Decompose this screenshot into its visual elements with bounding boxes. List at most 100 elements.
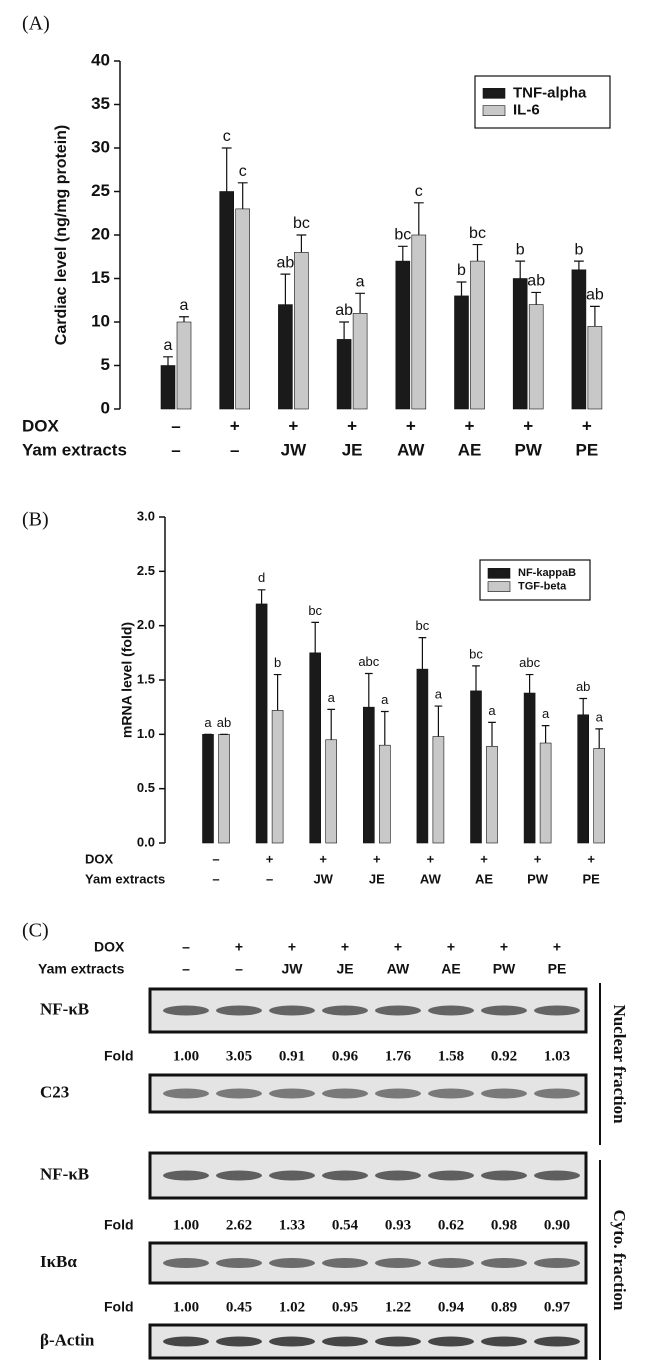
blot-band [163, 1005, 209, 1016]
significance-letter: a [356, 274, 365, 291]
y-tick-label: 15 [91, 268, 110, 287]
fold-label: Fold [104, 1217, 134, 1233]
x-tick-label: + [373, 851, 381, 866]
bar [278, 304, 293, 410]
fold-value: 0.98 [491, 1217, 517, 1233]
blot-band [163, 1336, 209, 1347]
fold-label: Fold [104, 1048, 134, 1064]
error-bar [179, 316, 189, 322]
section-label: Nuclear fraction [610, 1004, 629, 1124]
x-tick-label: + [347, 416, 357, 435]
significance-letter: abc [358, 654, 379, 669]
y-axis-label: mRNA level (fold) [119, 622, 135, 738]
significance-letter: bc [416, 618, 430, 633]
bar [219, 191, 234, 410]
x-tick-label: + [465, 416, 475, 435]
bar [470, 690, 482, 844]
panel-label: (B) [22, 509, 49, 531]
lane-label: + [553, 939, 561, 955]
x-tick-label: + [534, 851, 542, 866]
legend-swatch [482, 105, 506, 116]
fold-label: Fold [104, 1299, 134, 1315]
blot-band [163, 1088, 209, 1099]
lane-label: – [235, 961, 243, 977]
bar [470, 260, 485, 410]
x-tick-label: JW [281, 440, 307, 459]
significance-letter: b [274, 655, 281, 670]
legend-label: IL-6 [513, 102, 540, 119]
row-label: DOX [94, 939, 125, 955]
blot-band [322, 1258, 368, 1268]
blot-band [534, 1088, 580, 1099]
legend-label: TGF-beta [518, 581, 567, 593]
bar [160, 365, 176, 410]
blot-band [375, 1336, 421, 1347]
bar [432, 736, 445, 844]
fold-value: 0.45 [226, 1299, 252, 1315]
bar [512, 278, 528, 410]
legend-swatch [487, 568, 511, 579]
error-bar [590, 305, 600, 327]
x-tick-label: – [171, 416, 180, 435]
x-tick-label: + [288, 416, 298, 435]
x-tick-label: + [266, 851, 274, 866]
fold-value: 1.00 [173, 1217, 199, 1233]
bar [309, 652, 322, 844]
error-bar [339, 321, 349, 340]
x-tick-label: + [319, 851, 327, 866]
y-tick-label: 1.5 [137, 671, 155, 686]
blot-band [375, 1258, 421, 1268]
y-tick-label: 20 [91, 224, 110, 243]
x-tick-label: + [230, 416, 240, 435]
bar [523, 692, 536, 844]
blot-band [322, 1336, 368, 1347]
significance-letter: ab [335, 302, 353, 319]
significance-letter: a [180, 297, 189, 314]
significance-letter: c [415, 183, 423, 200]
significance-letter: ab [527, 273, 545, 290]
error-bar [515, 260, 526, 279]
error-bar [237, 182, 248, 209]
fold-value: 1.22 [385, 1299, 411, 1315]
error-bar [531, 291, 542, 305]
x-tick-label: – [212, 851, 219, 866]
legend-label: NF-kappaB [518, 567, 576, 579]
blot-band [534, 1005, 580, 1016]
row-label: DOX [85, 851, 114, 866]
x-tick-label: PE [583, 871, 601, 886]
y-tick-label: 2.5 [137, 563, 155, 578]
lane-label: JE [336, 961, 353, 977]
bar [255, 603, 268, 844]
lane-label: + [447, 939, 455, 955]
panel-label: (C) [22, 920, 49, 942]
x-tick-label: JE [369, 871, 385, 886]
blot-row-label: C23 [40, 1082, 69, 1101]
fold-value: 0.90 [544, 1217, 570, 1233]
legend-swatch [482, 88, 506, 99]
blot-band [216, 1258, 262, 1268]
x-tick-label: – [266, 871, 273, 886]
significance-letter: c [223, 128, 231, 145]
significance-letter: b [516, 241, 525, 258]
error-bar [163, 356, 173, 366]
significance-letter: a [596, 709, 604, 724]
significance-letter: a [542, 706, 550, 721]
significance-letter: c [239, 163, 247, 180]
fold-value: 0.96 [332, 1048, 359, 1064]
fold-value: 0.93 [385, 1217, 411, 1233]
bar [411, 234, 427, 410]
blot-band [534, 1258, 580, 1268]
significance-letter: abc [519, 655, 540, 670]
error-bar [221, 147, 232, 192]
blot-row-label: IκBα [40, 1252, 77, 1271]
error-bar [595, 728, 604, 749]
error-bar [488, 721, 496, 747]
significance-letter: b [574, 241, 583, 258]
significance-letter: bc [394, 227, 411, 244]
x-tick-label: AE [475, 871, 493, 886]
lane-label: PW [493, 961, 516, 977]
error-bar [327, 708, 336, 740]
x-tick-label: + [427, 851, 435, 866]
bar [395, 260, 411, 410]
